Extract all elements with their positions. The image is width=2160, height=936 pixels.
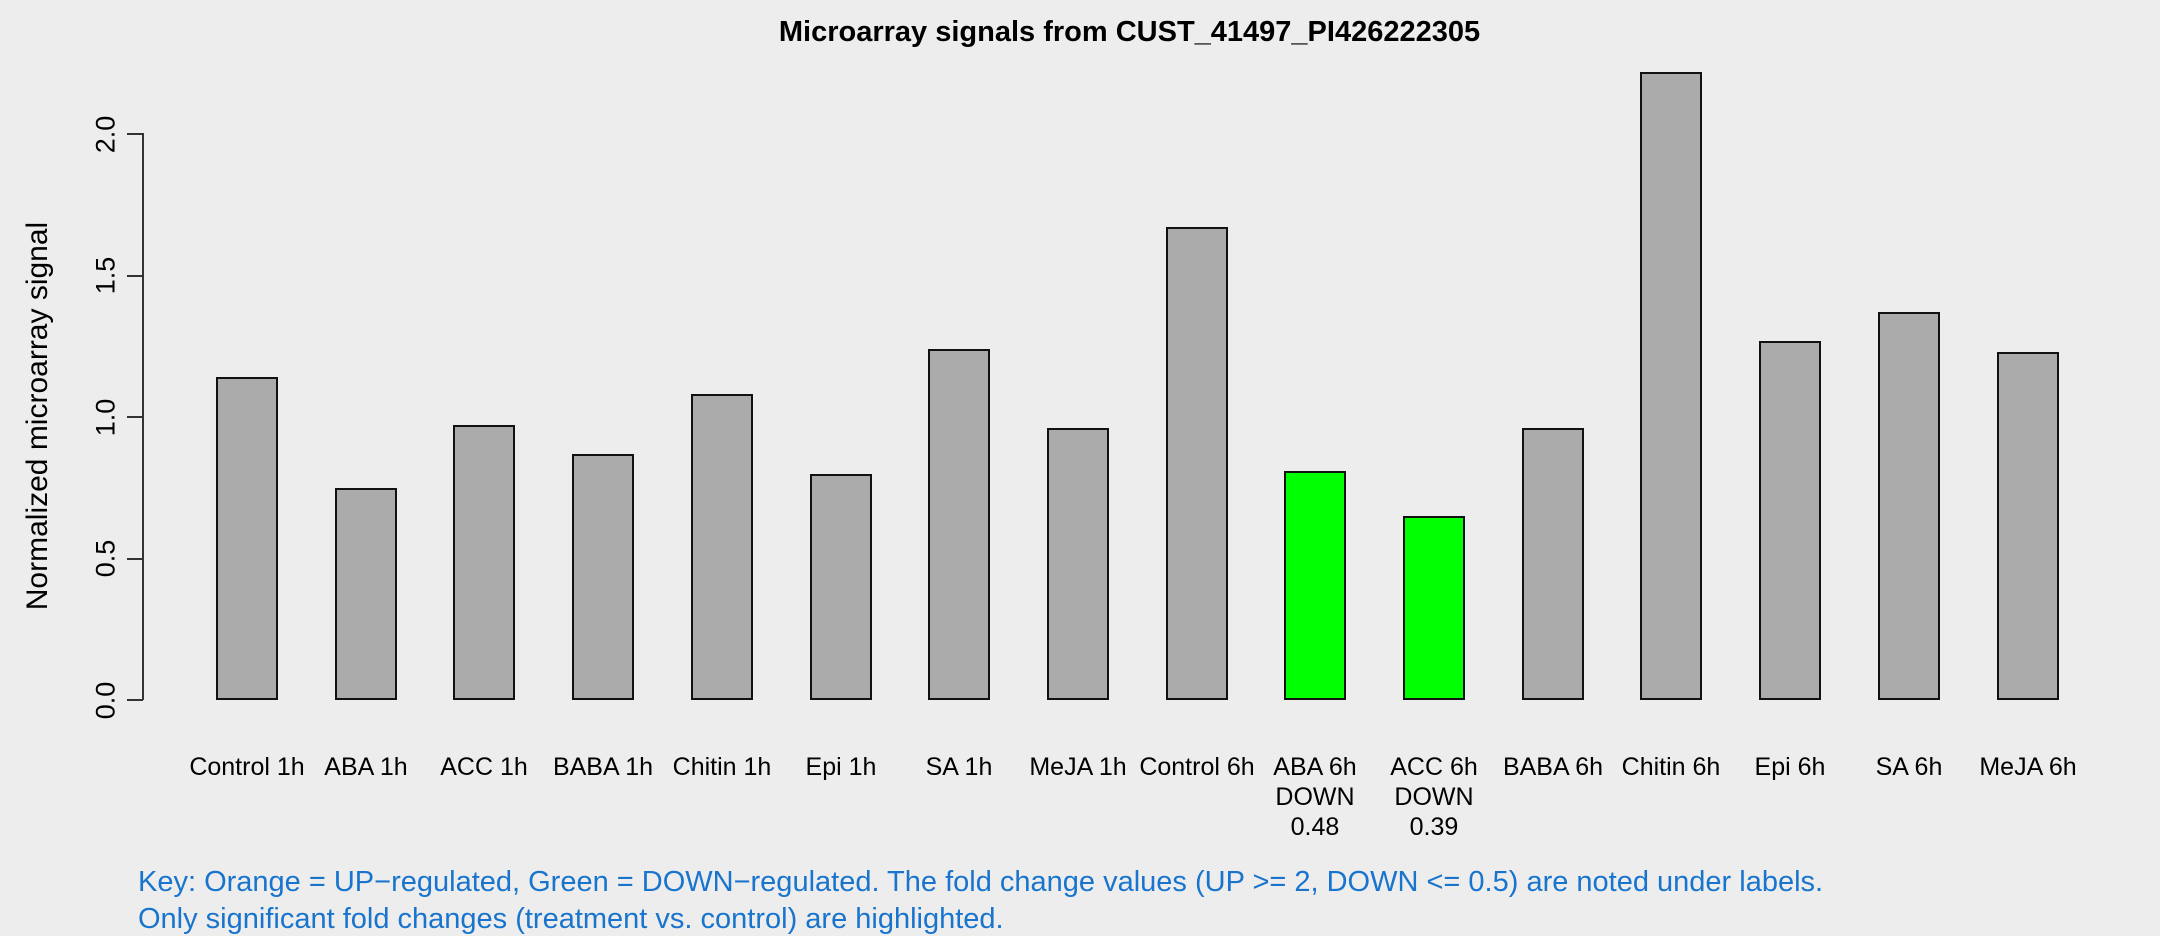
- x-label-acc-6h: ACC 6h DOWN 0.39: [1344, 752, 1524, 842]
- x-label-acc-1h: ACC 1h: [394, 752, 574, 782]
- chart-title: Microarray signals from CUST_41497_PI426…: [778, 16, 1481, 48]
- bar-aba-6h: [1284, 471, 1346, 700]
- x-label-text: ABA 6h: [1273, 753, 1357, 781]
- bar-meja-6h: [1997, 352, 2059, 700]
- bar-epi-1h: [810, 474, 872, 700]
- x-label-text: Chitin 1h: [672, 753, 772, 781]
- y-tick-label-1-0: 1.0: [90, 398, 121, 436]
- bar-acc-1h: [453, 425, 515, 700]
- x-label-text: SA 1h: [925, 753, 993, 781]
- y-tick-1-5: [127, 274, 143, 277]
- x-label-chitin-1h: Chitin 1h: [632, 752, 812, 782]
- x-label-baba-1h: BABA 1h: [513, 752, 693, 782]
- x-label-text: MeJA 1h: [1029, 753, 1127, 781]
- x-label-epi-6h: Epi 6h: [1700, 752, 1880, 782]
- bar-acc-6h: [1403, 516, 1465, 700]
- y-tick-label-0-0: 0.0: [90, 681, 121, 719]
- x-label-text: SA 6h: [1875, 753, 1943, 781]
- x-label-text: MeJA 6h: [1979, 753, 2077, 781]
- x-label-aba-1h: ABA 1h: [276, 752, 456, 782]
- x-label-text: Chitin 6h: [1621, 753, 1721, 781]
- key-line-1: Key: Orange = UP−regulated, Green = DOWN…: [138, 866, 1824, 898]
- x-label-sa-1h: SA 1h: [869, 752, 1049, 782]
- key-text: Key: Orange = UP−regulated, Green = DOWN…: [138, 864, 1823, 936]
- x-label-control-6h: Control 6h: [1107, 752, 1287, 782]
- x-label-text: ABA 1h: [324, 753, 408, 781]
- bar-baba-1h: [572, 454, 634, 700]
- y-tick-label-1-5: 1.5: [90, 256, 121, 295]
- x-label-text: Epi 6h: [1754, 753, 1826, 781]
- y-axis-line: [142, 133, 144, 700]
- bar-aba-1h: [335, 488, 397, 700]
- fold-change-annotation: DOWN: [1394, 783, 1474, 811]
- bar-control-6h: [1166, 227, 1228, 700]
- y-tick-0-5: [127, 557, 143, 560]
- x-label-text: ACC 6h: [1390, 753, 1478, 781]
- x-label-meja-1h: MeJA 1h: [988, 752, 1168, 782]
- y-tick-label-2-0: 2.0: [90, 115, 121, 153]
- x-label-text: Epi 1h: [805, 753, 877, 781]
- fold-change-annotation: DOWN: [1275, 783, 1355, 811]
- x-label-text: Control 6h: [1139, 753, 1255, 781]
- y-tick-1-0: [127, 416, 143, 418]
- bar-control-1h: [216, 377, 278, 700]
- bar-chitin-1h: [691, 394, 753, 700]
- bar-chitin-6h: [1640, 72, 1702, 700]
- x-label-text: BABA 1h: [552, 753, 654, 781]
- y-tick-label-0-5: 0.5: [90, 539, 121, 578]
- bar-epi-6h: [1759, 341, 1821, 700]
- x-label-sa-6h: SA 6h: [1819, 752, 1999, 782]
- y-tick-2-0: [127, 133, 143, 135]
- fold-change-annotation: 0.48: [1290, 813, 1340, 841]
- y-axis-label: Normalized microarray signal: [21, 221, 54, 611]
- bar-meja-1h: [1047, 428, 1109, 700]
- bar-baba-6h: [1522, 428, 1584, 700]
- x-label-epi-1h: Epi 1h: [751, 752, 931, 782]
- x-label-text: ACC 1h: [440, 753, 528, 781]
- x-label-text: Control 1h: [189, 753, 305, 781]
- bar-sa-1h: [928, 349, 990, 700]
- x-label-chitin-6h: Chitin 6h: [1581, 752, 1761, 782]
- x-label-text: BABA 6h: [1502, 753, 1604, 781]
- y-tick-0-0: [127, 699, 143, 701]
- x-label-control-1h: Control 1h: [157, 752, 337, 782]
- x-label-aba-6h: ABA 6h DOWN 0.48: [1225, 752, 1405, 842]
- key-line-2: Only significant fold changes (treatment…: [138, 903, 1004, 935]
- x-label-baba-6h: BABA 6h: [1463, 752, 1643, 782]
- bar-sa-6h: [1878, 312, 1940, 700]
- x-label-meja-6h: MeJA 6h: [1938, 752, 2118, 782]
- fold-change-annotation: 0.39: [1409, 813, 1459, 841]
